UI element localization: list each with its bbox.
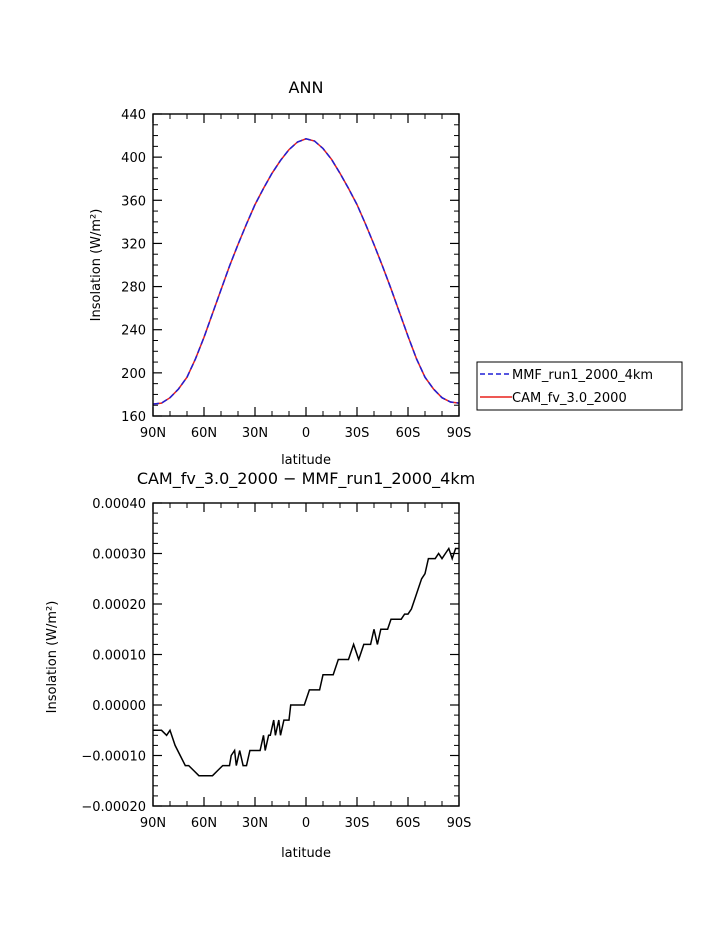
panel1-series <box>152 138 460 405</box>
legend: MMF_run1_2000_4km CAM_fv_3.0_2000 <box>476 361 683 411</box>
panel2-ylabel: Insolation (W/m²) <box>45 601 60 714</box>
panel2-y-ticks: −0.00020 −0.00010 0.00000 0.00010 0.00020 0.0… <box>81 497 459 815</box>
panel1-xlabel: latitude <box>281 453 331 468</box>
panel1-ytick-label: 160 <box>121 410 146 425</box>
difference-panel: CAM_fv_3.0_2000 − MMF_run1_2000_4km Inso… <box>45 469 475 861</box>
panel1-xtick-label: 60S <box>396 426 421 441</box>
panel1-xtick-label: 90S <box>447 426 472 441</box>
panel2-title: CAM_fv_3.0_2000 − MMF_run1_2000_4km <box>137 469 475 489</box>
panel2-xtick-label: 60S <box>396 816 421 831</box>
legend-label-mmf: MMF_run1_2000_4km <box>512 368 653 383</box>
panel2-x-ticks: 90N 60N 30N 0 30S 60S 90S <box>140 503 472 831</box>
panel1-xtick-label: 60N <box>191 426 217 441</box>
panel2-ytick-label: 0.00010 <box>92 649 146 664</box>
panel2-xtick-label: 60N <box>191 816 217 831</box>
panel1-xtick-label: 90N <box>140 426 166 441</box>
panel2-ytick-label: −0.00010 <box>81 750 146 765</box>
panel1-ytick-label: 240 <box>121 324 146 339</box>
panel1-y-ticks: 160 200 240 280 320 360 400 440 <box>121 108 459 425</box>
panel1-series-mmf-run1-2000-4km <box>152 138 460 405</box>
panel1-ytick-label: 440 <box>121 108 146 123</box>
panel1-ytick-label: 200 <box>121 367 146 382</box>
panel2-frame <box>152 502 460 807</box>
panel2-series <box>153 546 459 777</box>
panel2-xlabel: latitude <box>281 846 331 861</box>
panel1-xtick-label: 30N <box>242 426 268 441</box>
panel2-ytick-label: 0.00030 <box>92 548 146 563</box>
legend-box <box>476 361 683 411</box>
panel2-xtick-label: 90S <box>447 816 472 831</box>
panel2-ytick-label: 0.00020 <box>92 598 146 613</box>
panel2-ytick-label: 0.00000 <box>92 699 146 714</box>
panel1-frame <box>152 113 460 417</box>
panel1-ytick-label: 360 <box>121 194 146 209</box>
panel1-xtick-label: 0 <box>302 426 310 441</box>
legend-label-cam: CAM_fv_3.0_2000 <box>512 391 627 406</box>
panel1-xtick-label: 30S <box>345 426 370 441</box>
panel1-ytick-label: 400 <box>121 151 146 166</box>
panel1-ylabel: Insolation (W/m²) <box>89 209 104 322</box>
panel1-x-ticks: 90N 60N 30N 0 30S 60S 90S <box>140 114 472 441</box>
panel1-ytick-label: 320 <box>121 237 146 252</box>
panel1-ytick-label: 280 <box>121 281 146 296</box>
panel2-series-difference <box>153 546 459 777</box>
panel2-xtick-label: 30S <box>345 816 370 831</box>
panel2-ytick-label: 0.00040 <box>92 497 146 512</box>
panel2-ytick-label: −0.00020 <box>81 800 146 815</box>
panel2-xtick-label: 0 <box>302 816 310 831</box>
panel1-series-cam-fv-3-0-2000 <box>152 138 460 405</box>
insolation-panel: ANN Insolation (W/m²) latitude 160 200 240… <box>89 78 471 468</box>
panel2-xtick-label: 90N <box>140 816 166 831</box>
panel2-xtick-label: 30N <box>242 816 268 831</box>
panel1-title: ANN <box>289 78 324 97</box>
